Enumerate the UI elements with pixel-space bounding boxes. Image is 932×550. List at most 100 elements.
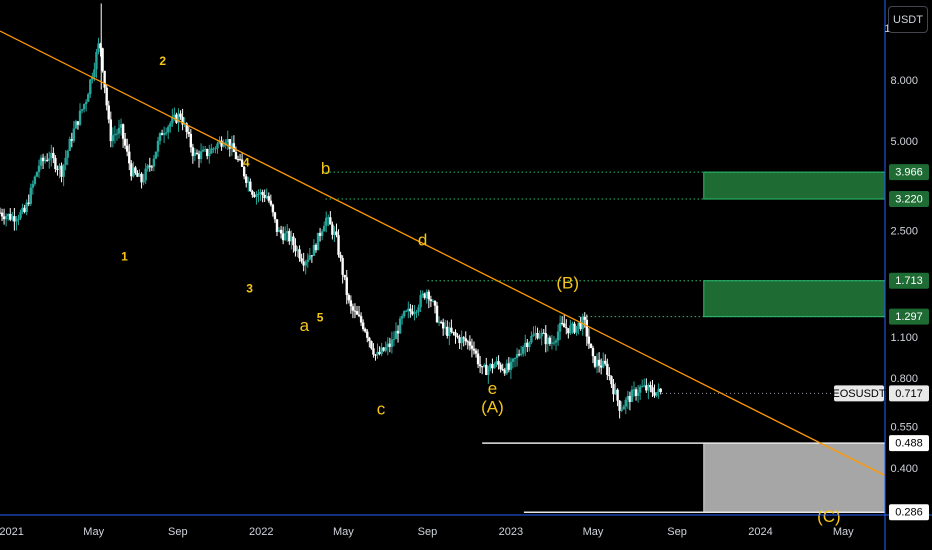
candle-body (113, 134, 117, 136)
levels-layer (325, 171, 885, 514)
candle-body (154, 151, 158, 159)
candle-body (460, 337, 463, 344)
candle-body (210, 148, 213, 154)
wave-label: c (377, 400, 386, 419)
candle-body (585, 319, 589, 337)
candle-body (218, 140, 221, 144)
candle-body (76, 121, 80, 125)
candle-body (472, 348, 476, 351)
candle-body (634, 389, 638, 396)
candle-body (275, 219, 279, 232)
candle-body (398, 318, 402, 334)
candle-body (591, 347, 595, 357)
candle-body (117, 127, 121, 134)
candle-body (649, 385, 652, 388)
candle-body (191, 147, 195, 157)
candle-body (343, 274, 346, 278)
candle-body (384, 347, 387, 351)
candle-body (25, 202, 28, 213)
candle-body (550, 342, 554, 344)
candle-body (123, 138, 127, 146)
candle-body (48, 158, 51, 161)
candle-body (331, 224, 334, 235)
candle-body (80, 109, 84, 111)
candle-body (325, 217, 328, 226)
candle-body (132, 167, 135, 177)
candle-body (251, 191, 254, 195)
candle-body (528, 342, 531, 348)
candle-body (236, 159, 240, 161)
candle-body (89, 79, 92, 95)
candle-body (103, 70, 106, 88)
candle-body (513, 357, 517, 359)
candle-body (87, 94, 90, 102)
candle-body (558, 322, 562, 332)
candle-body (107, 105, 110, 120)
candle-body (542, 332, 545, 334)
candle-body (357, 314, 361, 317)
candle-body (333, 231, 336, 235)
candle-body (37, 165, 41, 173)
candle-body (462, 337, 465, 339)
candle-body (532, 334, 535, 337)
price-tick-label: 1.100 (890, 332, 918, 344)
candle-body (579, 322, 582, 330)
candle-body (0, 212, 2, 214)
candle-body (167, 126, 170, 133)
candle-body (493, 364, 496, 369)
candle-body (78, 110, 82, 125)
candle-body (411, 311, 414, 315)
candle-body (524, 342, 527, 347)
candle-body (156, 140, 160, 152)
current-price-label: 0.717 (895, 388, 923, 400)
candle-body (657, 388, 660, 393)
candle-body (269, 200, 273, 205)
candle-body (150, 166, 154, 168)
currency-button[interactable]: USDT (888, 6, 928, 33)
symbol-label: EOSUSDT (832, 388, 885, 400)
candle-body (589, 343, 593, 348)
candle-body (464, 338, 467, 342)
candle-body (226, 139, 229, 142)
candle-body (115, 133, 119, 135)
candle-body (651, 387, 654, 393)
candle-body (374, 354, 377, 356)
candle-body (322, 225, 326, 232)
candle-body (292, 236, 295, 246)
candle-body (380, 347, 383, 355)
candle-body (390, 339, 394, 347)
candle-body (429, 299, 433, 301)
candle-body (304, 261, 307, 266)
wave-label: d (418, 230, 427, 249)
time-tick-label: May (333, 526, 354, 538)
candle-body (62, 164, 65, 177)
candle-body (347, 295, 351, 301)
candle-body (548, 337, 552, 344)
wave-label: (C) (817, 507, 841, 526)
candle-body (632, 389, 636, 391)
candle-body (286, 231, 289, 234)
candle-body (361, 322, 365, 330)
wave-label: 4 (243, 155, 250, 169)
candle-body (382, 347, 385, 351)
candle-body (263, 194, 266, 199)
candle-body (265, 196, 268, 199)
price-tick-label: 2.500 (890, 226, 918, 238)
candle-body (245, 176, 248, 183)
candle-body (216, 143, 219, 149)
candle-body (540, 332, 543, 337)
candle-body (214, 148, 217, 150)
candle-body (11, 216, 14, 220)
candle-body (257, 193, 260, 195)
candle-body (101, 48, 104, 71)
candle-body (206, 149, 209, 157)
wave-label: a (300, 316, 310, 335)
wave-label: 1 (121, 250, 128, 264)
candle-body (425, 291, 428, 299)
candle-body (162, 133, 166, 136)
candle-body (179, 113, 182, 117)
time-tick-label: 2023 (499, 526, 523, 538)
candle-body (222, 144, 225, 147)
